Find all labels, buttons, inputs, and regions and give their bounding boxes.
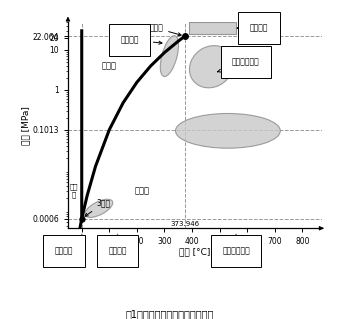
- Ellipse shape: [176, 114, 280, 148]
- Text: 373.946: 373.946: [170, 221, 199, 227]
- Text: 3重点: 3重点: [85, 198, 111, 216]
- Text: 亜臨界水: 亜臨界水: [120, 35, 162, 44]
- Text: 図1　蒸気および熱水の応用範囲: 図1 蒸気および熱水の応用範囲: [125, 309, 214, 319]
- Y-axis label: 圧力 [MPa]: 圧力 [MPa]: [22, 106, 31, 145]
- Ellipse shape: [160, 36, 179, 77]
- Text: 蒸気相: 蒸気相: [135, 186, 150, 196]
- Text: 固体
相: 固体 相: [69, 184, 78, 198]
- Ellipse shape: [190, 46, 233, 88]
- Text: 常圧過熱蒸気: 常圧過熱蒸気: [222, 247, 250, 256]
- Text: 液体相: 液体相: [102, 61, 117, 70]
- Text: 一般過熱蒸気: 一般過熱蒸気: [217, 57, 260, 72]
- Text: 超臨界水: 超臨界水: [237, 24, 268, 33]
- Text: 臨界点: 臨界点: [149, 24, 181, 36]
- Text: 真空蒸気: 真空蒸気: [55, 247, 73, 256]
- Text: 飽和蒸気: 飽和蒸気: [108, 247, 127, 256]
- FancyBboxPatch shape: [189, 22, 236, 33]
- X-axis label: 温度 [°C]: 温度 [°C]: [179, 248, 211, 257]
- Ellipse shape: [85, 199, 113, 218]
